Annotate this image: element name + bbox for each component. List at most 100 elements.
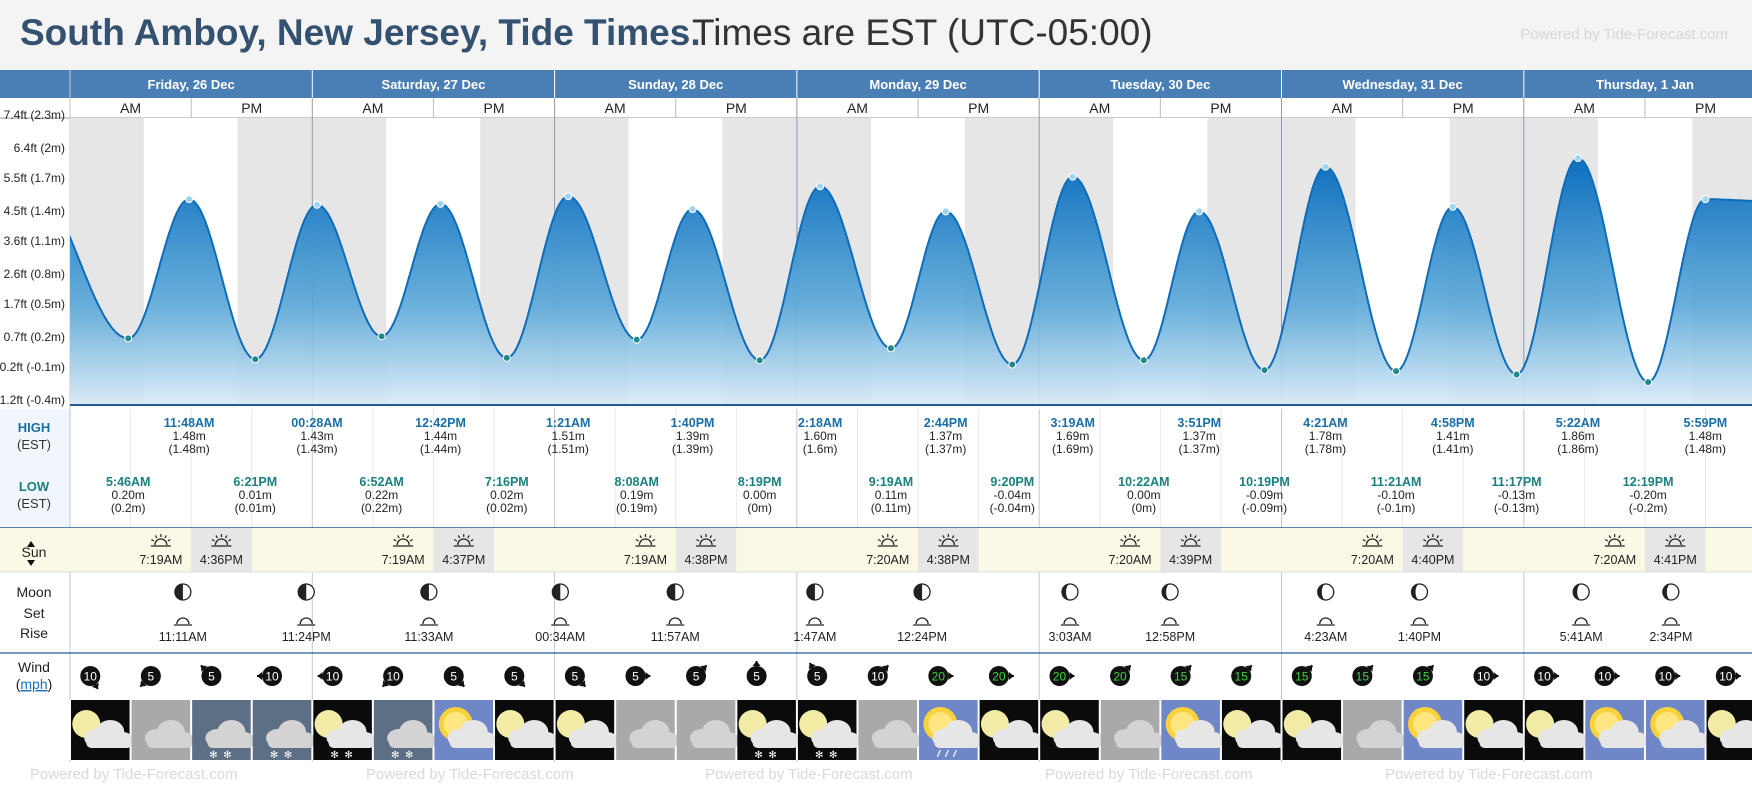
moon-arc: [1574, 617, 1588, 625]
sun-ray: [1423, 538, 1427, 542]
sun-ray: [709, 535, 713, 539]
low-tide-time: 10:22AM: [1118, 475, 1169, 489]
high-tide-time: 4:58PM: [1431, 416, 1475, 430]
wind-indicator: 5: [139, 666, 161, 688]
wind-speed-badge: [988, 666, 1009, 686]
wind-speed-badge: [1352, 666, 1373, 686]
wind-speed-badge: [1534, 666, 1555, 686]
wind-indicator: 5: [686, 664, 708, 686]
wind-speed-badge: [686, 666, 707, 686]
footer-powered-by[interactable]: Powered by Tide-Forecast.com: [1045, 766, 1253, 783]
sunset-icon: [1180, 534, 1201, 547]
footer-powered-by[interactable]: Powered by Tide-Forecast.com: [1385, 766, 1593, 783]
footer-powered-by[interactable]: Powered by Tide-Forecast.com: [30, 766, 238, 783]
day-header-label: Monday, 29 Dec: [869, 77, 966, 92]
moon-arc: [668, 617, 682, 625]
wind-speed-value: 5: [572, 670, 579, 684]
footer-powered-by[interactable]: Powered by Tide-Forecast.com: [705, 766, 913, 783]
wind-speed-badge: [201, 666, 222, 686]
night-snow-weather-icon: ✻ ✻: [797, 700, 861, 761]
night-snow-weather-icon: ✻ ✻: [313, 700, 376, 761]
low-tide-height-alt: (-0.09m): [1242, 501, 1287, 515]
snow-weather-icon: ✻ ✻: [252, 700, 316, 761]
sunset-down-arrow-icon: [27, 560, 35, 566]
sun-ray: [954, 538, 959, 542]
high-tide-height-alt: (1.69m): [1052, 442, 1093, 456]
snowflake-glyph: ✻: [209, 750, 217, 761]
sun-cloudy-weather-icon: [1645, 700, 1709, 760]
wind-speed-badge: [1412, 666, 1433, 686]
wind-speed-badge: [1110, 666, 1131, 686]
wind-speed-value: 10: [326, 670, 340, 684]
sun-row-label: Sun: [22, 544, 47, 560]
sun-ray: [393, 538, 397, 542]
low-tide-point: [1008, 360, 1017, 369]
wind-speed-badge: [1715, 666, 1736, 686]
low-tide-height: 0.19m: [620, 488, 653, 502]
moonset-time: 11:24PM: [282, 630, 331, 644]
wind-arrow-head: [1493, 672, 1499, 680]
moon-waning-crescent-icon: [1572, 583, 1590, 601]
sunset-time: 4:38PM: [684, 553, 727, 567]
high-tide-height-alt: (1.86m): [1557, 442, 1598, 456]
cloud-part: [692, 738, 739, 748]
sunrise-icon: [393, 534, 414, 547]
wind-speed-badge: [564, 666, 585, 686]
high-tide-height: 1.78m: [1309, 429, 1342, 443]
moon-horizon-icon: [1410, 617, 1429, 626]
high-tide-time: 00:28AM: [291, 416, 342, 430]
night-cloudy-weather-icon: [495, 700, 558, 760]
y-axis-label: 3.6ft (1.1m): [4, 234, 65, 248]
footer-powered-by[interactable]: Powered by Tide-Forecast.com: [366, 766, 574, 783]
raindrop-glyph: [936, 749, 942, 758]
cloud-part: [631, 738, 678, 748]
high-tide-point: [1195, 207, 1204, 216]
high-tide-height: 1.37m: [929, 429, 962, 443]
low-tide-height: -0.13m: [1498, 488, 1535, 502]
night-cloudy-weather-icon: [1282, 700, 1345, 760]
wind-indicator: 10: [867, 664, 890, 686]
moon-shadow: [1061, 584, 1070, 600]
am-label: AM: [847, 100, 868, 116]
wind-arrow-head: [1366, 665, 1373, 672]
low-tide-point: [632, 335, 641, 344]
low-tide-time: 6:52AM: [359, 475, 403, 489]
sunrise-up-arrow-icon: [27, 541, 35, 547]
sunrise-time: 7:19AM: [382, 553, 425, 567]
high-tide-height-alt: (1.48m): [168, 442, 209, 456]
wind-indicator: 20: [1049, 666, 1075, 686]
low-tide-height-alt: (0.11m): [871, 501, 911, 515]
wind-speed-badge: [625, 666, 646, 686]
low-tide-time: 12:19PM: [1623, 475, 1674, 489]
low-tide-time: 11:17PM: [1492, 475, 1542, 489]
high-tide-height: 1.86m: [1561, 429, 1594, 443]
wind-speed-value: 10: [386, 670, 400, 684]
sun-ray: [696, 538, 700, 542]
wind-indicator: 10: [1473, 666, 1499, 686]
powered-by-text[interactable]: Powered by Tide-Forecast.com: [1520, 26, 1728, 43]
mph-link[interactable]: mph: [20, 676, 47, 692]
low-tide-height: -0.09m: [1246, 488, 1283, 502]
moonset-time: 5:41AM: [1560, 630, 1603, 644]
moon-horizon-icon: [1060, 617, 1079, 626]
wind-speed-badge: [504, 666, 525, 686]
moon-horizon-icon: [666, 617, 685, 626]
moon-waning-crescent-icon: [1061, 583, 1079, 601]
high-tide-height-alt: (1.6m): [803, 442, 838, 456]
low-tide-point: [1139, 356, 1148, 365]
snowflake-glyph: ✻: [815, 750, 823, 761]
low-tide-time: 10:19PM: [1239, 475, 1290, 489]
raindrop-glyph: [944, 749, 950, 758]
wind-indicator: 10: [257, 666, 283, 686]
moon-last-quarter-icon: [913, 583, 931, 601]
moon-shadow: [174, 584, 183, 600]
cloud-part: [1479, 738, 1526, 748]
snowflake-glyph: ✻: [768, 750, 776, 761]
sun-ray: [211, 538, 215, 542]
low-tide-point: [886, 344, 895, 353]
am-label: AM: [605, 100, 626, 116]
high-tide-point: [1068, 172, 1077, 181]
wind-arrow-head: [257, 672, 262, 680]
sun-cloudy-weather-icon: [1161, 700, 1224, 760]
